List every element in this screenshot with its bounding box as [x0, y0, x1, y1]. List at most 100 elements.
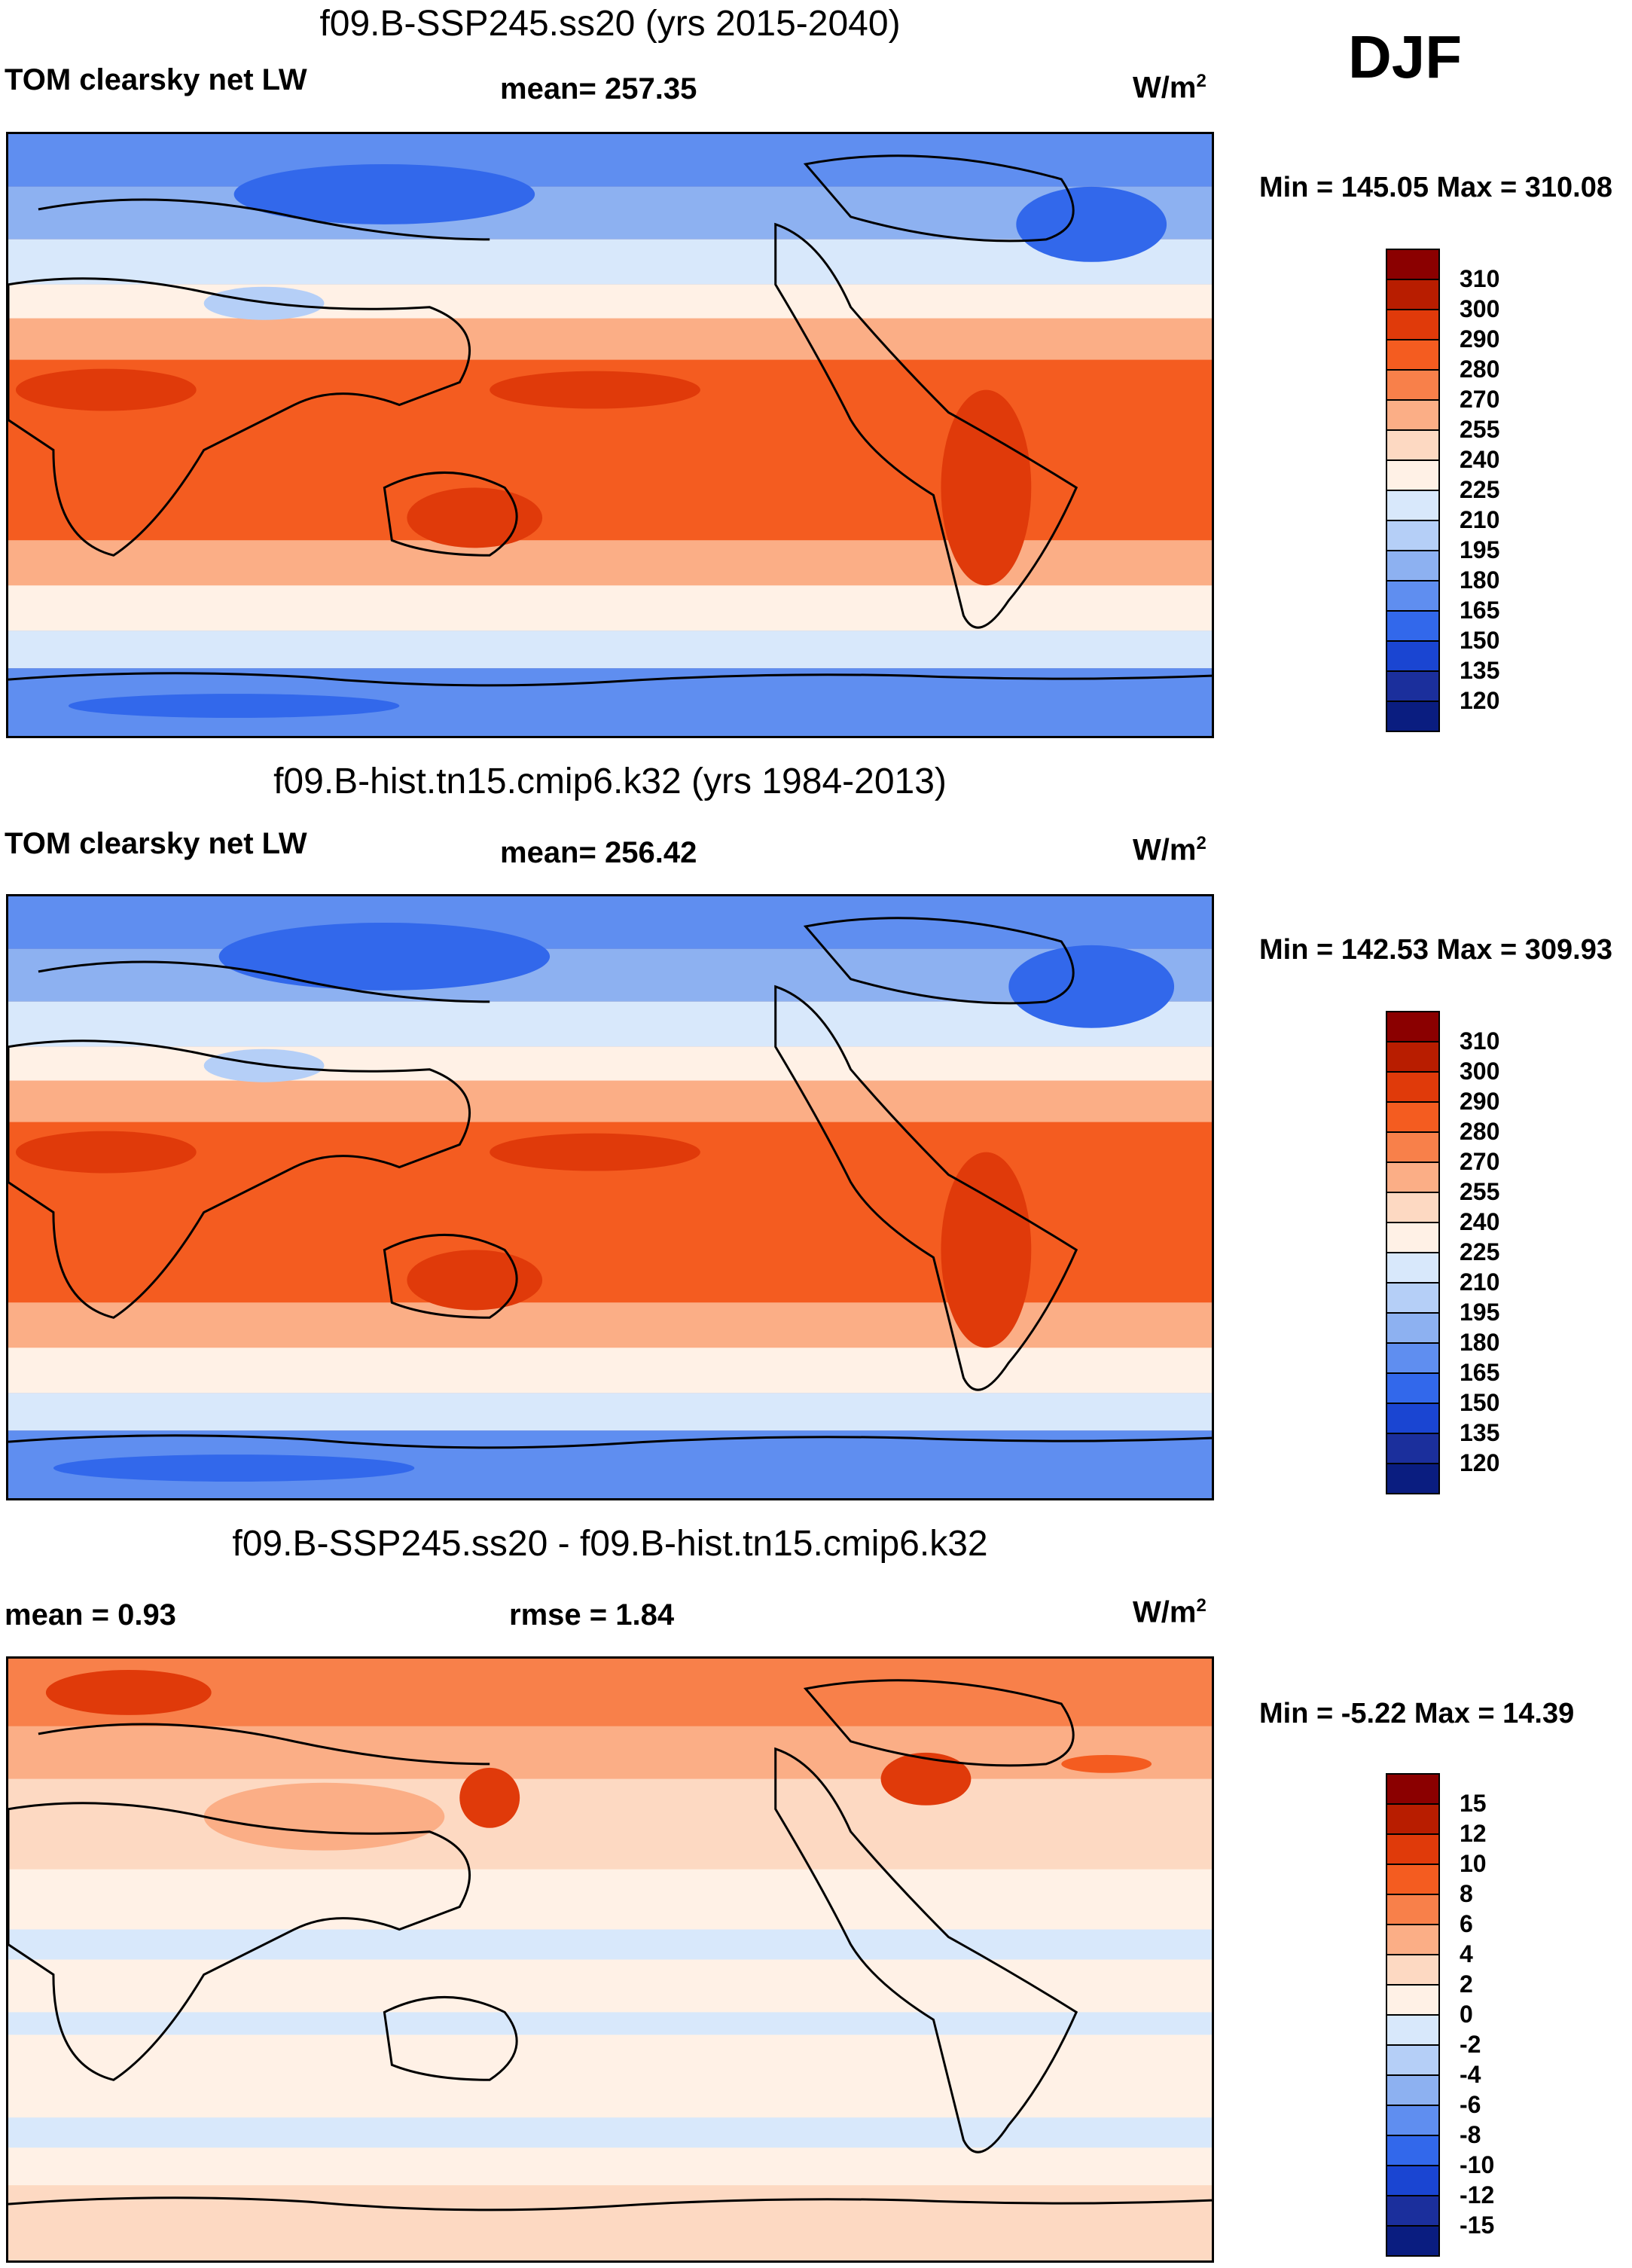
colorbar-tick-label: 12	[1460, 1820, 1487, 1847]
colorbar-tick-label: 2	[1460, 1970, 1473, 1998]
colorbar-swatch	[1386, 2135, 1440, 2166]
colorbar-tick-label: -2	[1460, 2031, 1481, 2058]
panel1-map-plot	[8, 134, 1212, 736]
colorbar-tick-label: -8	[1460, 2121, 1481, 2148]
panel3-minmax: Min = -5.22 Max = 14.39	[1259, 1698, 1575, 1729]
colorbar-tick-label: 135	[1460, 657, 1500, 684]
colorbar-swatch	[1386, 1342, 1440, 1374]
colorbar-swatch	[1386, 670, 1440, 702]
colorbar-swatch	[1386, 429, 1440, 461]
colorbar-swatch	[1386, 1101, 1440, 1133]
colorbar-tick-label: 8	[1460, 1880, 1473, 1907]
colorbar-tick-label: 300	[1460, 1058, 1500, 1085]
panel2-map-plot	[8, 896, 1212, 1498]
colorbar-swatch	[1386, 550, 1440, 581]
colorbar-tick-label: 210	[1460, 506, 1500, 533]
colorbar-swatch	[1386, 2195, 1440, 2227]
colorbar-swatch	[1386, 2014, 1440, 2046]
colorbar-swatch	[1386, 2105, 1440, 2136]
colorbar-tick-label: 15	[1460, 1790, 1487, 1817]
colorbar-tick-label: 280	[1460, 356, 1500, 383]
panel2-units: W/m2	[1133, 833, 1206, 867]
colorbar-swatch	[1386, 339, 1440, 371]
panel2-variable-label: TOM clearsky net LW	[5, 827, 307, 860]
colorbar-tick-label: -12	[1460, 2181, 1495, 2208]
panel1-variable-label: TOM clearsky net LW	[5, 63, 307, 96]
colorbar-swatch	[1386, 1161, 1440, 1193]
colorbar-swatch	[1386, 1192, 1440, 1223]
colorbar-tick-label: -6	[1460, 2091, 1481, 2118]
colorbar-tick-label: 255	[1460, 1178, 1500, 1205]
colorbar-tick-label: 120	[1460, 1449, 1500, 1476]
colorbar-tick-label: 195	[1460, 1299, 1500, 1326]
colorbar-swatch	[1386, 580, 1440, 612]
colorbar-tick-label: -10	[1460, 2151, 1495, 2178]
colorbar-tick-label: 310	[1460, 265, 1500, 292]
colorbar-tick-label: 270	[1460, 1148, 1500, 1175]
panel1-title: f09.B-SSP245.ss20 (yrs 2015-2040)	[319, 4, 901, 44]
colorbar-swatch	[1386, 1222, 1440, 1253]
panel3-map	[6, 1656, 1214, 2263]
colorbar-tick-label: 180	[1460, 1329, 1500, 1356]
colorbar-tick-label: -15	[1460, 2212, 1495, 2239]
panel3-units: W/m2	[1133, 1595, 1206, 1629]
panel1-map	[6, 132, 1214, 738]
colorbar-tick-label: 300	[1460, 295, 1500, 322]
colorbar-swatch	[1386, 1372, 1440, 1404]
colorbar-tick-label: 165	[1460, 1359, 1500, 1386]
colorbar-swatch	[1386, 1803, 1440, 1835]
colorbar-tick-label: 240	[1460, 1208, 1500, 1235]
colorbar-tick-label: 225	[1460, 476, 1500, 503]
colorbar-tick-label: 120	[1460, 687, 1500, 714]
colorbar-swatch	[1386, 640, 1440, 672]
panel3-mean-label: mean = 0.93	[5, 1598, 176, 1632]
colorbar-swatch	[1386, 1011, 1440, 1042]
colorbar-tick-label: 4	[1460, 1940, 1473, 1967]
colorbar-tick-label: 10	[1460, 1850, 1487, 1877]
colorbar-tick-label: 270	[1460, 386, 1500, 413]
panel3-title: f09.B-SSP245.ss20 - f09.B-hist.tn15.cmip…	[232, 1524, 988, 1564]
colorbar-swatch	[1386, 279, 1440, 310]
colorbar-swatch	[1386, 520, 1440, 551]
colorbar-tick-label: 135	[1460, 1419, 1500, 1446]
colorbar-swatch	[1386, 1463, 1440, 1494]
colorbar-tick-label: 180	[1460, 566, 1500, 594]
colorbar-swatch	[1386, 1433, 1440, 1464]
colorbar-swatch	[1386, 399, 1440, 431]
colorbar-swatch	[1386, 1924, 1440, 1955]
colorbar-swatch	[1386, 2225, 1440, 2257]
colorbar-tick-label: 6	[1460, 1910, 1473, 1937]
colorbar-swatch	[1386, 2165, 1440, 2196]
colorbar-tick-label: 255	[1460, 416, 1500, 443]
colorbar-swatch	[1386, 1041, 1440, 1073]
panel3-rmse-label: rmse = 1.84	[509, 1598, 675, 1632]
colorbar-swatch	[1386, 701, 1440, 732]
colorbar-swatch	[1386, 1131, 1440, 1163]
colorbar-swatch	[1386, 309, 1440, 340]
panel1-minmax: Min = 145.05 Max = 310.08	[1259, 172, 1612, 203]
colorbar-swatch	[1386, 249, 1440, 280]
panel2-minmax: Min = 142.53 Max = 309.93	[1259, 934, 1612, 966]
colorbar-tick-label: 165	[1460, 597, 1500, 624]
colorbar-tick-label: 290	[1460, 1088, 1500, 1115]
colorbar-swatch	[1386, 369, 1440, 401]
colorbar-swatch	[1386, 1252, 1440, 1284]
colorbar-swatch	[1386, 2074, 1440, 2106]
colorbar-swatch	[1386, 1403, 1440, 1434]
colorbar-tick-label: 225	[1460, 1238, 1500, 1265]
colorbar-tick-label: 290	[1460, 325, 1500, 353]
colorbar-swatch	[1386, 459, 1440, 491]
panel2-mean-label: mean= 256.42	[500, 836, 697, 869]
colorbar-tick-label: 280	[1460, 1118, 1500, 1145]
colorbar-swatch	[1386, 1864, 1440, 1895]
colorbar-tick-label: -4	[1460, 2061, 1481, 2088]
panel1-units: W/m2	[1133, 71, 1206, 105]
colorbar-tick-label: 150	[1460, 627, 1500, 654]
panel1-mean-label: mean= 257.35	[500, 72, 697, 105]
colorbar-swatch	[1386, 1071, 1440, 1103]
colorbar-swatch	[1386, 1773, 1440, 1805]
panel3-map-plot	[8, 1659, 1212, 2260]
colorbar-tick-label: 150	[1460, 1389, 1500, 1416]
colorbar-tick-label: 0	[1460, 2001, 1473, 2028]
colorbar-swatch	[1386, 490, 1440, 521]
